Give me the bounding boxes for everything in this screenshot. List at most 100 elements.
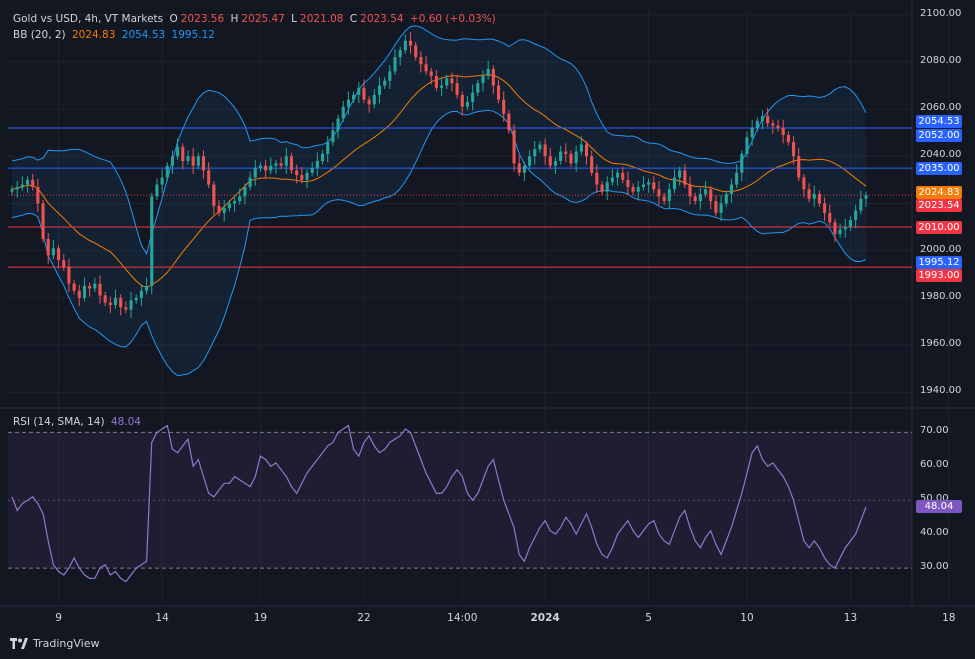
candle-body [460,94,464,107]
candle-body [564,151,568,154]
symbol-title: Gold vs USD, 4h, VT Markets [13,13,164,25]
candle-body [771,123,775,126]
candle-body [372,94,376,105]
candle-body [284,156,288,166]
candle-body [864,195,868,199]
candle-body [600,184,604,192]
rsi-tick-label: 30.00 [920,561,949,573]
candle-body [217,205,221,213]
candle-body [320,153,325,161]
candle-body [186,156,190,161]
candle-body [274,163,278,166]
candle-body [383,80,387,86]
candle-body [745,137,749,154]
time-tick-label: 2024 [530,612,560,624]
candle-body [776,125,780,128]
time-tick-label: 10 [740,612,754,624]
candle-body [610,177,614,183]
candle-body [584,144,589,157]
candle-body [357,87,361,95]
candle-body [145,286,149,291]
candle-body [25,179,30,185]
low-label: L [291,13,298,25]
candle-body [657,189,661,197]
candle-body [201,156,206,171]
candle-body [170,156,175,166]
candle-body [740,153,744,173]
candle-body [196,156,200,166]
candle-body [243,186,247,197]
bb-label: BB (20, 2) [13,29,66,41]
candle-body [823,203,827,213]
candle-body [429,71,433,77]
candle-body [548,156,552,166]
candle-body [817,194,821,204]
candle-body [253,168,257,178]
candle-body [181,146,185,161]
candle-body [859,198,863,211]
candle-body [51,248,55,256]
candle-body [98,283,102,296]
candle-body [134,297,138,301]
candle-body [538,144,542,150]
candle-body [797,156,801,178]
candle-body [807,189,811,199]
rsi-label: RSI (14, SMA, 14) [13,416,105,428]
candle-body [802,177,806,190]
open-value: 2023.56 [180,13,225,25]
ohlc-legend: Gold vs USD, 4h, VT Markets O 2023.56 H 20… [13,13,499,25]
candle-body [414,45,418,58]
candle-body [227,203,231,209]
candle-body [36,186,40,204]
candle-body [269,165,273,171]
price-tick-label: 2100.00 [920,7,962,19]
candle-body [264,165,268,171]
bb-lower-value: 1995.12 [171,29,215,41]
candle-body [616,172,620,178]
candle-body [440,85,444,88]
low-value: 2021.08 [300,13,344,25]
open-label: O [169,13,178,25]
candle-body [212,184,216,206]
high-value: 2025.47 [241,13,285,25]
candle-body [848,219,853,228]
candle-body [113,297,118,305]
tradingview-logo[interactable]: TradingView [10,637,99,650]
candle-body [377,85,382,95]
candle-body [833,222,837,235]
candle-body [450,78,454,84]
rsi-tick-label: 60.00 [920,459,949,471]
candle-body [445,78,449,86]
bollinger-lower-line [11,109,867,377]
candle-body [103,295,107,303]
candle-body [688,184,692,197]
candle-body [750,127,754,138]
bb-basis-value: 2024.83 [72,29,116,41]
candle-body [331,130,335,143]
bollinger-basis-line [11,74,867,289]
candle-body [626,179,630,187]
time-tick-label: 5 [645,612,652,624]
candle-body [641,184,645,187]
candle-body [569,153,573,164]
candle-body [424,64,428,72]
candle-body [703,189,708,195]
candle-body [77,290,81,298]
price-label-2023.54: 2023.54 [916,199,962,213]
candle-body [93,283,97,289]
candle-body [559,151,563,161]
bollinger-upper-line [11,25,867,256]
price-tick-label: 1980.00 [920,290,962,302]
time-tick-label: 22 [357,612,371,624]
candle-body [46,238,50,256]
price-label-1993.00: 1993.00 [916,269,962,283]
rsi-tick-label: 50.00 [920,493,949,505]
candle-body [238,196,242,202]
candle-body [31,179,35,187]
candle-body [403,40,407,51]
price-tick-label: 2040.00 [920,149,962,161]
candle-body [233,201,237,204]
candle-body [388,71,392,81]
time-tick-label: 18 [942,612,956,624]
